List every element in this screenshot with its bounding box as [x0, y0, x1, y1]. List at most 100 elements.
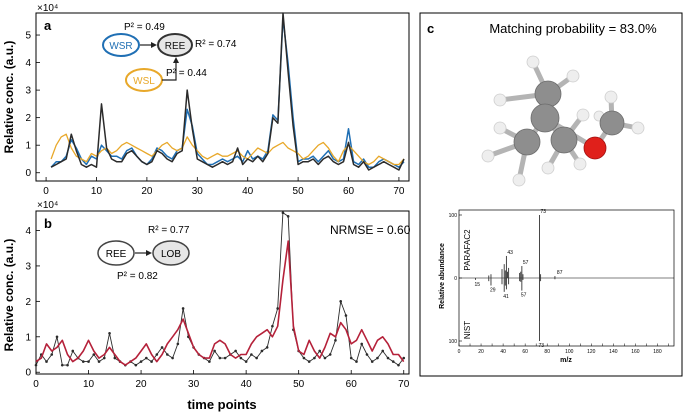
series-ree-point	[92, 353, 96, 356]
series-ree-point	[166, 353, 169, 356]
x-tick-label: 0	[43, 186, 49, 197]
hydrogen-atom	[493, 93, 507, 107]
p2-b: P² = 0.82	[117, 271, 158, 282]
series-ree-point	[397, 363, 400, 367]
series-ree-point	[139, 360, 143, 363]
y-tick-label: 4	[25, 58, 31, 69]
x-tick-label: 140	[609, 349, 618, 355]
lob-node-label: LOB	[161, 249, 181, 260]
series-ree-point	[134, 363, 138, 367]
series-ree-point	[381, 349, 385, 353]
series-ree-point	[150, 360, 153, 363]
nist-peak-label: 57	[521, 293, 527, 299]
panel-c: c Matching probability = 83.0%	[419, 12, 683, 377]
series-ree-point	[386, 356, 390, 360]
x-tick-label: 60	[346, 379, 358, 390]
x-tick-label: 60	[343, 186, 355, 197]
panel-a-ylabel: Relative conc. (a.u.)	[2, 41, 16, 154]
carbon-atom	[530, 103, 560, 133]
ree-node-a-label: REE	[165, 41, 186, 52]
panel-a-frame	[35, 12, 410, 182]
wsr-node	[102, 33, 140, 57]
series-ree-point	[276, 307, 279, 310]
series-ree-point	[376, 356, 379, 360]
y-tick-label: 2	[25, 113, 31, 124]
panel-b-frame	[35, 210, 410, 375]
x-tick-label: 30	[192, 186, 204, 197]
y-tick-label: 0	[25, 168, 31, 179]
series-ree-point	[171, 356, 174, 360]
nist-peak-label: 41	[503, 294, 509, 300]
panel-a-axes: 0 10 20 30 40 50 60 70 0 1 2 3 4 5	[25, 31, 404, 197]
series-ree-point	[360, 342, 364, 346]
series-ree-point	[244, 360, 248, 363]
series-ree-point	[271, 324, 274, 328]
series-ree-point	[81, 360, 85, 363]
series-ree-point	[318, 349, 321, 353]
y-tick-label: 100	[449, 213, 458, 219]
panel-a: ×10⁴ a 0 10 20 30 40 50 60 70 0 1 2 3 4 5 WSR REE WSL…	[2, 3, 410, 197]
x-tick-label: 80	[544, 349, 550, 355]
x-tick-label: 20	[141, 186, 153, 197]
series-ree-point	[176, 342, 180, 346]
hydrogen-atom	[481, 149, 495, 163]
hydrogen-atom	[604, 90, 618, 104]
panel-b: ×10⁴ b 0 10 20 30 40 50 60 70 0 1 2 3 4 REE LOB R² =…	[2, 200, 411, 412]
series-ree-point	[181, 307, 185, 310]
panel-b-ylabel: Relative conc. (a.u.)	[2, 239, 16, 352]
hydrogen-atom	[541, 161, 555, 175]
panel-c-label: c	[427, 21, 434, 36]
y-tick-label: 100	[449, 339, 458, 345]
y-tick-label: 1	[25, 332, 31, 343]
series-ree-point	[323, 356, 327, 360]
series-ree-point	[355, 360, 358, 363]
p2-wsr: P² = 0.49	[124, 22, 165, 33]
x-tick-label: 40	[241, 379, 253, 390]
wsr-to-ree-arrowhead	[151, 42, 157, 48]
series-ree-point	[50, 353, 54, 356]
panel-b-label: b	[44, 216, 52, 231]
y-tick-label: 3	[25, 86, 31, 97]
series-ree-point	[313, 356, 316, 360]
ree-node-b-label: REE	[106, 249, 127, 260]
carbon-atom	[534, 80, 562, 108]
y-tick-label: 5	[25, 31, 31, 42]
series-ree-point	[239, 356, 243, 360]
panel-a-multiplier: ×10⁴	[37, 3, 58, 14]
series-ree-point	[344, 314, 348, 317]
x-tick-label: 50	[293, 379, 305, 390]
wsr-node-label: WSR	[109, 41, 132, 52]
series-ree-point	[66, 363, 69, 367]
ree-node-b	[97, 240, 135, 266]
molecule-model	[481, 55, 645, 187]
series-ree-point	[250, 353, 253, 356]
series-ree-point	[234, 349, 237, 353]
p2-wsl: P² = 0.44	[166, 68, 207, 79]
series-ree-point	[260, 349, 264, 353]
panel-b-multiplier: ×10⁴	[37, 200, 58, 211]
x-tick-label: 0	[33, 379, 39, 390]
x-tick-label: 20	[478, 349, 484, 355]
series-ree-point	[145, 356, 148, 360]
panel-a-series	[50, 12, 405, 171]
series-ree-point	[334, 339, 337, 342]
spectrum-ylabel: Relative abundance	[439, 243, 446, 309]
series-ree-point	[255, 356, 258, 360]
parafac2-peak-label: 57	[523, 260, 529, 266]
carbon-atom	[513, 128, 541, 156]
x-tick-label: 70	[393, 186, 405, 197]
series-ree-point	[155, 353, 159, 356]
series-ree-point	[302, 356, 306, 360]
series-ree-point	[213, 349, 216, 353]
series-ree-point	[60, 363, 64, 367]
x-tick-label: 40	[500, 349, 506, 355]
panel-b-axes: 0 10 20 30 40 50 60 70 0 1 2 3 4	[25, 226, 409, 390]
spectrum-xlabel: m/z	[560, 357, 572, 364]
hydrogen-atom	[566, 69, 580, 83]
x-tick-label: 0	[458, 349, 461, 355]
series-ree-point	[102, 356, 106, 360]
panel-a-label: a	[44, 18, 52, 33]
carbon-atom	[599, 110, 625, 136]
